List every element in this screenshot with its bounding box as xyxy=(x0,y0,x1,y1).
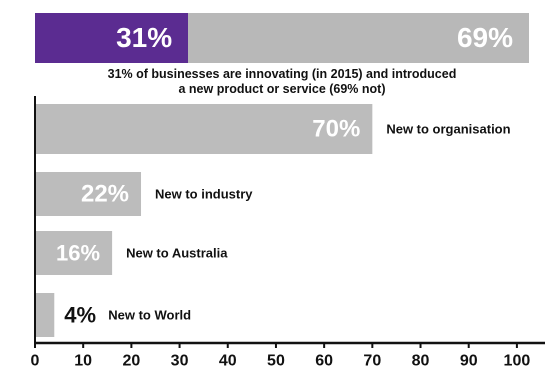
x-tick-label-8: 80 xyxy=(412,353,430,369)
split-caption: 31% of businesses are innovating (in 201… xyxy=(35,67,529,97)
split-segment-innovating-label: 31% xyxy=(116,22,173,53)
split-segment-not-innovating: 69% xyxy=(188,13,529,63)
bar-category-label-2: New to Australia xyxy=(126,246,228,261)
x-tick-label-1: 10 xyxy=(74,353,92,369)
bar-0 xyxy=(35,104,373,154)
bar-value-label-3: 4% xyxy=(64,303,96,328)
innovation-split-bar: 31% 69% xyxy=(35,13,529,63)
split-segment-innovating: 31% xyxy=(35,13,189,63)
x-tick-label-2: 20 xyxy=(122,353,140,369)
x-tick-label-3: 30 xyxy=(171,353,189,369)
bar-value-label-1: 22% xyxy=(81,181,129,208)
x-tick-label-6: 60 xyxy=(315,353,333,369)
bar-value-label-2: 16% xyxy=(56,241,100,266)
bar-category-label-1: New to industry xyxy=(155,187,253,202)
split-caption-line-1: 31% of businesses are innovating (in 201… xyxy=(107,67,457,81)
bar-3 xyxy=(35,293,55,337)
x-tick-label-7: 70 xyxy=(363,353,381,369)
x-tick-label-5: 50 xyxy=(267,353,285,369)
x-tick-label-0: 0 xyxy=(31,353,40,369)
split-caption-line-2: a new product or service (69% not) xyxy=(178,82,386,96)
bar-category-label-0: New to organisation xyxy=(386,122,510,137)
bar-value-label-0: 70% xyxy=(312,116,360,143)
x-tick-label-10: 100 xyxy=(504,353,531,369)
x-tick-label-9: 90 xyxy=(460,353,478,369)
bar-category-label-3: New to World xyxy=(108,308,191,323)
x-tick-label-4: 40 xyxy=(219,353,237,369)
bar-1 xyxy=(35,172,142,216)
split-segment-not-innovating-label: 69% xyxy=(456,22,513,53)
bar-2 xyxy=(35,231,113,275)
